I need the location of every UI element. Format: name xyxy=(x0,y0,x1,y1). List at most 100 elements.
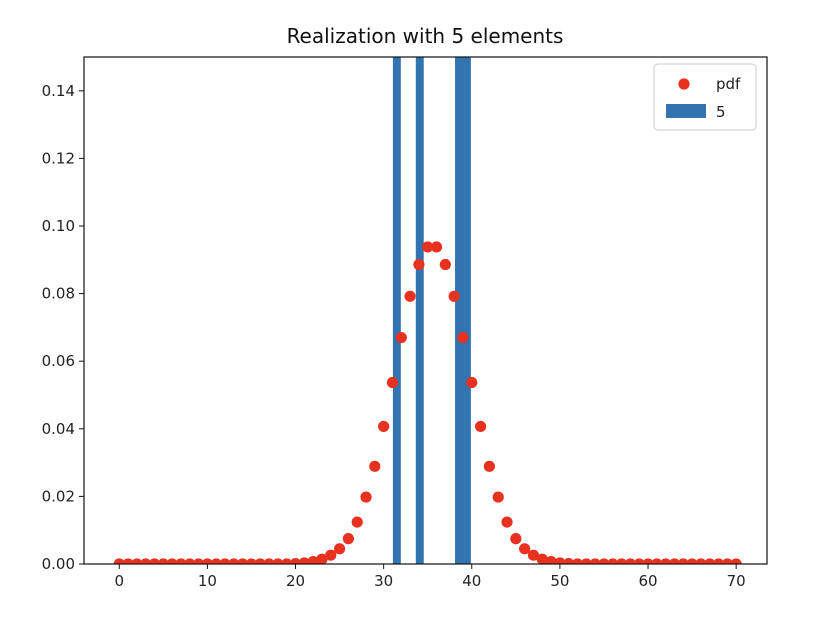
legend-bar-swatch xyxy=(666,104,706,118)
pdf-point xyxy=(289,558,302,564)
x-tick-label: 40 xyxy=(462,572,481,590)
pdf-point xyxy=(307,556,319,564)
pdf-point xyxy=(175,558,187,564)
pdf-point xyxy=(633,558,645,564)
pdf-point xyxy=(651,558,663,564)
y-tick-label: 0.04 xyxy=(42,420,75,438)
y-tick-label: 0.08 xyxy=(42,285,75,303)
x-tick-label: 30 xyxy=(374,572,393,590)
pdf-point xyxy=(598,558,610,564)
plot-area xyxy=(113,57,742,564)
pdf-point xyxy=(325,549,337,561)
pdf-point xyxy=(210,558,222,564)
pdf-point xyxy=(316,553,328,564)
pdf-point xyxy=(712,558,725,564)
pdf-point xyxy=(395,331,407,344)
pdf-point xyxy=(157,558,169,564)
legend-box xyxy=(653,63,757,131)
pdf-point xyxy=(192,558,205,564)
x-tick-label: 60 xyxy=(638,572,657,590)
y-tick-label: 0.00 xyxy=(42,555,75,573)
pdf-point xyxy=(201,558,213,564)
pdf-point xyxy=(466,376,478,389)
pdf-point xyxy=(624,558,636,564)
pdf-point xyxy=(660,558,672,564)
pdf-point xyxy=(686,558,698,564)
pdf-point xyxy=(695,558,707,564)
x-tick-label: 50 xyxy=(550,572,569,590)
pdf-point xyxy=(519,543,531,555)
pdf-point xyxy=(483,460,495,472)
pdf-point xyxy=(554,557,566,564)
pdf-point xyxy=(704,558,716,564)
pdf-point xyxy=(457,331,469,344)
pdf-point xyxy=(131,558,143,564)
pdf-point xyxy=(439,258,451,271)
pdf-point xyxy=(642,558,654,564)
axes-frame xyxy=(83,56,768,565)
pdf-point xyxy=(563,558,575,564)
pdf-point xyxy=(245,558,258,564)
pdf-point xyxy=(140,558,152,564)
pdf-point xyxy=(281,558,293,564)
pdf-point xyxy=(501,516,513,528)
pdf-point xyxy=(545,556,557,564)
pdf-point xyxy=(536,553,548,564)
y-tick-label: 0.12 xyxy=(42,149,75,167)
y-tick-label: 0.06 xyxy=(42,352,75,370)
pdf-point xyxy=(730,558,742,564)
legend-pdf-marker xyxy=(678,78,690,90)
pdf-point xyxy=(378,420,390,433)
pdf-point xyxy=(422,241,434,253)
pdf-point xyxy=(254,558,266,564)
y-axis: 0.00 0.02 0.04 0.06 0.08 0.10 0.12 0.14 xyxy=(42,82,84,573)
pdf-point xyxy=(430,241,443,253)
pdf-point xyxy=(474,420,487,433)
pdf-point xyxy=(413,258,425,271)
x-tick-label: 70 xyxy=(727,572,746,590)
pdf-point xyxy=(607,558,619,564)
pdf-point xyxy=(342,533,354,545)
plot-content xyxy=(113,57,742,564)
pdf-point xyxy=(148,558,161,564)
pdf-point xyxy=(184,558,196,564)
x-tick-label: 0 xyxy=(114,572,124,590)
y-tick-label: 0.02 xyxy=(42,487,75,505)
pdf-point xyxy=(589,558,601,564)
pdf-point xyxy=(166,558,178,564)
pdf-point xyxy=(404,290,416,302)
pdf-point xyxy=(448,290,460,302)
pdf-point xyxy=(298,557,310,564)
pdf-point xyxy=(272,558,284,564)
pdf-point xyxy=(571,558,584,564)
pdf-point xyxy=(721,558,733,564)
chart-title: Realization with 5 elements xyxy=(287,24,564,48)
y-tick-label: 0.10 xyxy=(42,217,75,235)
pdf-point xyxy=(527,549,540,561)
legend-bar-label: 5 xyxy=(716,103,726,121)
pdf-point xyxy=(369,460,381,472)
pdf-point xyxy=(677,558,689,564)
bar-1 xyxy=(415,57,424,564)
pdf-point xyxy=(219,558,231,564)
pdf-point xyxy=(386,376,399,389)
pdf-point xyxy=(263,558,275,564)
pdf-point xyxy=(492,491,504,503)
x-axis: 0 10 20 30 40 50 60 70 xyxy=(114,564,746,590)
y-tick-label: 0.14 xyxy=(42,82,75,100)
pdf-point xyxy=(113,558,125,564)
pdf-point xyxy=(615,558,628,564)
pdf-point xyxy=(333,543,346,555)
pdf-point xyxy=(228,558,240,564)
bar-2 xyxy=(455,57,471,564)
pdf-point xyxy=(360,491,372,503)
pdf-point xyxy=(351,516,363,528)
legend: pdf 5 xyxy=(653,63,757,131)
pdf-point xyxy=(237,558,249,564)
bar-0 xyxy=(392,57,401,564)
pdf-point xyxy=(580,558,592,564)
pdf-point xyxy=(668,558,681,564)
legend-pdf-label: pdf xyxy=(716,75,741,93)
pdf-point xyxy=(122,558,134,564)
